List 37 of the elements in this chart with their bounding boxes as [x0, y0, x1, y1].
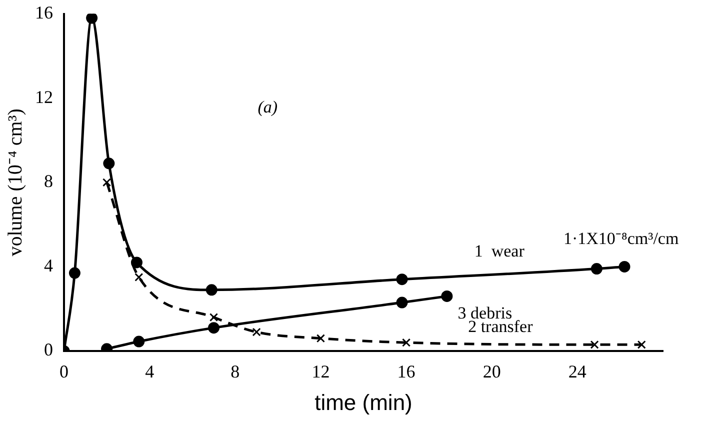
series-label: 1 wear	[474, 242, 525, 261]
point	[590, 263, 602, 275]
y-tick-label: 4	[44, 255, 53, 276]
point	[402, 338, 411, 347]
x-tick-label: 16	[397, 362, 416, 382]
y-tick-label: 12	[35, 86, 53, 107]
x-axis-title: time (min)	[314, 390, 412, 415]
point	[68, 267, 80, 279]
annotation: 1·1X10⁻⁸cm³/cm	[563, 229, 679, 248]
y-tick-label: 8	[44, 171, 53, 192]
x-tick-label: 20	[482, 362, 501, 382]
y-axis-title: volume (10⁻⁴ cm³)	[4, 108, 26, 256]
point	[206, 284, 218, 296]
point	[102, 178, 112, 187]
point	[134, 272, 144, 282]
point	[86, 14, 98, 24]
x-tick-label: 8	[230, 362, 240, 382]
point	[396, 274, 408, 286]
x-tick-label: 4	[145, 362, 154, 382]
point	[209, 312, 218, 322]
annotation: (a)	[258, 98, 278, 117]
point	[208, 322, 220, 334]
point	[252, 328, 261, 336]
point	[590, 340, 599, 349]
point	[396, 296, 408, 308]
point	[130, 256, 142, 268]
x-tick-label: 24	[568, 362, 586, 382]
point	[133, 336, 145, 348]
point	[637, 340, 646, 349]
x-tick-label: 0	[60, 362, 68, 382]
y-tick-label: 0	[44, 340, 53, 360]
point	[316, 334, 325, 343]
y-tick-label: 16	[35, 2, 53, 23]
point	[618, 260, 630, 272]
point	[103, 158, 115, 170]
point	[441, 290, 453, 302]
x-tick-label: 12	[312, 362, 330, 382]
